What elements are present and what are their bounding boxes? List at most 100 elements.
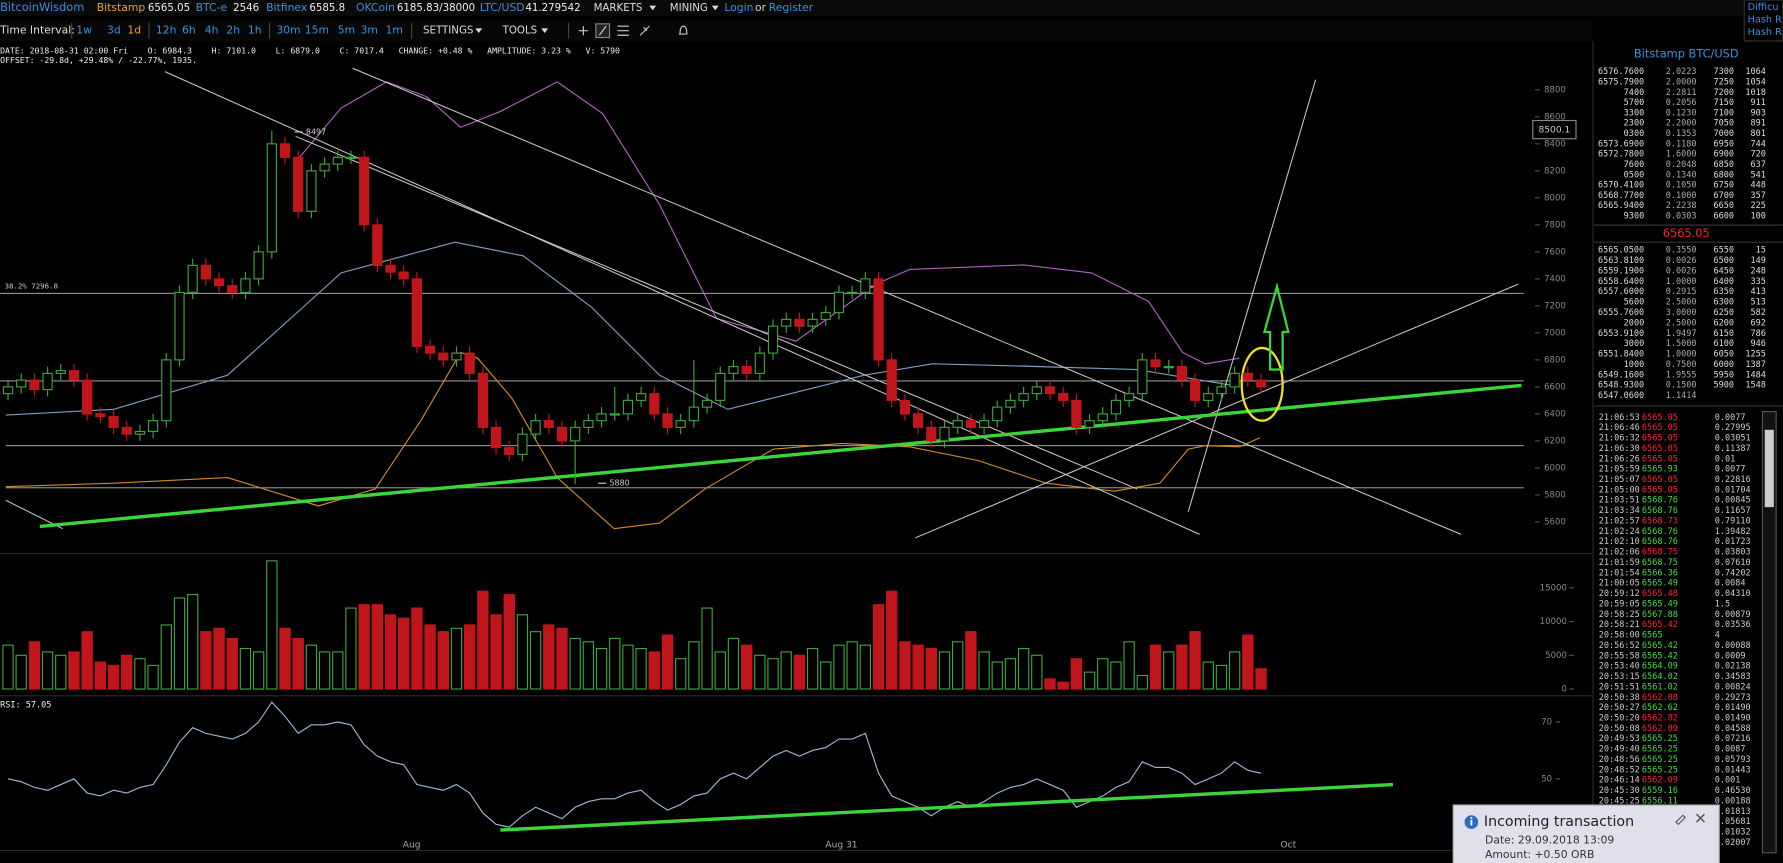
interval-button[interactable]: 2h: [226, 24, 240, 37]
interval-button[interactable]: 1m: [386, 24, 403, 37]
tool-icons[interactable]: [578, 23, 688, 39]
candle-body: [715, 372, 726, 401]
volume-bar: [846, 641, 858, 690]
settings-menu[interactable]: SETTINGS: [423, 26, 473, 37]
markets-menu[interactable]: MARKETS: [594, 3, 643, 14]
exchange-name[interactable]: Bitfinex: [266, 1, 308, 14]
scrollbar[interactable]: [1761, 411, 1777, 854]
volume-bar: [266, 560, 278, 690]
trade-time: 21:02:06: [1599, 548, 1640, 558]
candle-body: [95, 413, 106, 418]
trade-amount: 0.79110: [1715, 516, 1751, 526]
y-tick-label: 7400: [1544, 274, 1566, 284]
exchange-name[interactable]: OKCoin: [356, 1, 395, 14]
volume-bar: [648, 651, 661, 690]
orderbook-cell: 0.1500: [1666, 381, 1697, 391]
orderbook-cell: 6650: [1714, 201, 1735, 211]
volume-bar: [1255, 668, 1267, 690]
interval-button[interactable]: 1h: [248, 24, 262, 37]
orderbook-cell: 2.0000: [1666, 77, 1697, 87]
orderbook-cell: 6700: [1714, 191, 1735, 201]
trade-price: 6565.05: [1642, 434, 1678, 444]
y-tick-label: 8400: [1544, 139, 1566, 149]
trade-price: 6556.11: [1642, 796, 1678, 806]
exchange-name[interactable]: BTC-e: [196, 1, 228, 14]
candle-body: [108, 416, 119, 428]
volume-bar: [503, 594, 515, 690]
interval-button[interactable]: 3m: [361, 24, 378, 37]
volume-bar: [582, 641, 595, 690]
volume-bar: [371, 604, 384, 690]
close-icon[interactable]: [1695, 813, 1705, 823]
y-tick-label: 6200: [1544, 436, 1566, 446]
candle-body: [121, 426, 132, 435]
volume-bar: [318, 651, 331, 690]
candle-body: [1084, 420, 1095, 428]
y-tick-label: 5600: [1544, 517, 1566, 527]
trade-amount: 0.00845: [1715, 496, 1751, 506]
interval-button[interactable]: 3d: [107, 24, 121, 37]
orderbook-cell: 801: [1750, 129, 1765, 139]
interval-button[interactable]: 5m: [338, 24, 355, 37]
tools-menu[interactable]: TOOLS: [502, 26, 538, 37]
volume-bar: [1176, 644, 1188, 690]
orderbook-cell: 7100: [1714, 108, 1735, 118]
volume-bar: [1004, 658, 1017, 690]
orderbook-cell: 720: [1750, 150, 1765, 160]
candle-body: [781, 318, 792, 327]
logo[interactable]: BitcoinWisdom: [0, 0, 84, 14]
orderbook-cell: 6050: [1714, 350, 1735, 360]
trade-amount: 0.00088: [1715, 641, 1751, 651]
orderbook-cell: 2.0223: [1666, 67, 1697, 77]
candle-body: [82, 379, 93, 415]
volume-bar: [1057, 681, 1069, 690]
interval-button[interactable]: 1w: [76, 24, 92, 37]
volume-bar: [121, 654, 133, 690]
candle-body: [728, 366, 739, 374]
orderbook-cell: 6568.7700: [1598, 191, 1644, 201]
or-text: or: [755, 1, 767, 14]
interval-button[interactable]: 1d: [127, 24, 141, 37]
orderbook-cell: 6600: [1714, 212, 1735, 222]
exchange-name[interactable]: LTC/USD: [480, 1, 525, 14]
register-link[interactable]: Register: [769, 1, 814, 14]
scrollbar-thumb[interactable]: [1764, 429, 1774, 508]
orderbook-cell: 225: [1750, 201, 1765, 211]
interval-button[interactable]: 6h: [182, 24, 196, 37]
mining-menu[interactable]: MINING: [670, 3, 708, 14]
edit-icon[interactable]: [1675, 814, 1686, 826]
trade-amount: 0.04588: [1715, 724, 1751, 734]
side-panel: [1743, 0, 1783, 42]
trade-price: 6565.42: [1642, 641, 1678, 651]
volume-bar: [793, 654, 806, 690]
trade-time: 20:58:25: [1599, 610, 1640, 620]
interval-button[interactable]: 30m: [276, 24, 300, 37]
orderbook-cell: 6300: [1714, 298, 1735, 308]
candle-body: [517, 433, 528, 455]
trade-amount: 0.74202: [1715, 568, 1751, 578]
volume-bar: [305, 644, 318, 690]
orderbook-cell: 0300: [1624, 129, 1645, 139]
trade-amount: 0.27995: [1715, 423, 1751, 433]
candle-body: [68, 370, 80, 381]
trade-time: 21:06:30: [1599, 444, 1640, 454]
trade-time: 21:05:59: [1599, 465, 1640, 475]
notification[interactable]: Incoming transaction Date: 29.09.2018 13…: [1452, 804, 1720, 863]
candle-body: [1163, 366, 1174, 369]
orderbook-cell: 0.2048: [1666, 160, 1697, 170]
trade-price: 6562.09: [1642, 776, 1678, 786]
login-link[interactable]: Login: [724, 1, 753, 14]
candle-body: [609, 413, 620, 416]
orderbook-cell: 100: [1750, 212, 1765, 222]
orderbook-cell: 0.1000: [1666, 191, 1697, 201]
volume-bar: [754, 654, 766, 690]
trade-amount: 0.0077: [1715, 465, 1746, 475]
interval-button[interactable]: 4h: [205, 24, 219, 37]
volume-bar: [661, 634, 674, 690]
interval-button[interactable]: 12h: [156, 24, 177, 37]
interval-button[interactable]: 15m: [305, 24, 329, 37]
candle-body: [1189, 379, 1201, 401]
side-text: Difficu: [1748, 2, 1779, 13]
volume-bar: [239, 647, 252, 690]
exchange-name[interactable]: Bitstamp: [97, 1, 146, 14]
